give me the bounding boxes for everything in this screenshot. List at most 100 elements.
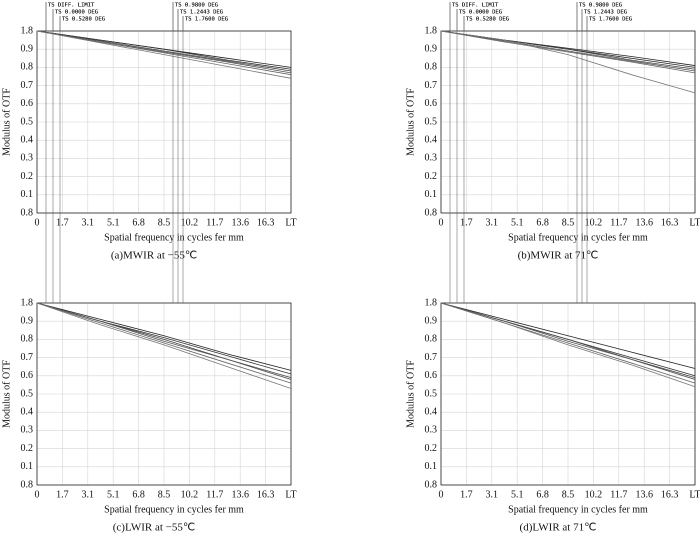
legend-label: TS 1.7600 DEG — [589, 17, 632, 23]
x-tick-label: 5.1 — [511, 217, 524, 228]
legend-label: TS 0.9800 DEG — [579, 3, 622, 9]
x-tick-label: 13.6 — [635, 489, 653, 500]
y-tick-label: 0.8 — [21, 207, 34, 218]
legend-label: TS 0.0000 DEG — [55, 10, 98, 16]
x-tick-label: 3.1 — [82, 217, 95, 228]
y-tick-label: 0.9 — [425, 315, 438, 326]
plot-frame — [36, 30, 292, 214]
y-axis-label: Modulus of OTF — [1, 88, 12, 156]
y-tick-label: 0.7 — [425, 80, 438, 91]
y-tick-label: 1.8 — [425, 297, 438, 308]
y-tick-label: 0.7 — [21, 80, 34, 91]
y-tick-label: 0.4 — [425, 134, 438, 145]
x-tick-label: 1.7 — [460, 489, 473, 500]
y-tick-label: 0.6 — [21, 98, 34, 109]
x-tick-label: 3.1 — [486, 217, 499, 228]
x-tick-label: 10.2 — [181, 217, 199, 228]
series-line — [36, 30, 292, 70]
y-tick-label: 0.9 — [21, 315, 34, 326]
legend-label: TS 0.5280 DEG — [62, 17, 105, 23]
legend-label: TS 1.7600 DEG — [589, 17, 632, 23]
x-tick-label: 11.7 — [610, 489, 627, 500]
y-tick-label: 0.4 — [425, 406, 438, 417]
x-tick-label: 16.3 — [661, 489, 679, 500]
series-line — [36, 30, 292, 76]
x-tick-label: 10.2 — [585, 489, 603, 500]
plot-frame — [440, 30, 696, 214]
legend-label: TS 0.5280 DEG — [466, 17, 509, 23]
y-tick-label: 0.5 — [21, 116, 34, 127]
y-tick-label: 1.8 — [425, 25, 438, 36]
x-tick-label: 6.8 — [536, 217, 549, 228]
series-line — [36, 302, 292, 384]
y-tick-label: 0.9 — [425, 43, 438, 54]
x-tick-label: 10.2 — [585, 217, 603, 228]
y-tick-label: 0.2 — [21, 443, 34, 454]
legend-label: TS 1.7600 DEG — [185, 17, 228, 23]
x-axis-label: Spatial frequency in cycles fer mm — [104, 232, 244, 243]
x-tick-label: 1.7 — [56, 489, 69, 500]
legend-label: TS 0.9800 DEG — [579, 3, 622, 9]
series-line — [440, 30, 696, 74]
y-tick-label: 0.8 — [21, 334, 34, 345]
x-tick-label: 8.5 — [562, 489, 575, 500]
y-tick-label: 0.8 — [425, 62, 438, 73]
legend-label: TS DIFF. LIMIT — [452, 3, 499, 9]
x-tick-label: 0 — [439, 489, 444, 500]
y-tick-label: 0.1 — [425, 461, 438, 472]
series-line — [36, 30, 292, 79]
x-tick-label: 16.3 — [661, 217, 679, 228]
legend-label: TS 0.0000 DEG — [459, 10, 502, 16]
x-tick-label: 5.1 — [107, 489, 120, 500]
series-line — [36, 30, 292, 72]
y-tick-label: 0.4 — [21, 134, 34, 145]
y-tick-label: 0.5 — [425, 388, 438, 399]
x-tick-label: 13.6 — [231, 217, 249, 228]
x-tick-label: 5.1 — [511, 489, 524, 500]
y-axis-label: Modulus of OTF — [1, 360, 12, 428]
y-tick-label: 1.8 — [21, 297, 34, 308]
x-tick-label: 8.5 — [158, 217, 171, 228]
y-tick-label: 0.3 — [21, 153, 34, 164]
series-line — [440, 302, 696, 388]
y-tick-label: 0.1 — [425, 189, 438, 200]
series-line — [36, 302, 292, 380]
caption: (c)LWIR at −55℃ — [113, 522, 196, 534]
y-tick-label: 0.8 — [425, 334, 438, 345]
y-axis-label: Modulus of OTF — [405, 360, 416, 428]
series-line — [440, 30, 696, 94]
legend-label: TS 0.0000 DEG — [55, 10, 98, 16]
y-tick-label: 0.1 — [21, 189, 34, 200]
x-tick-label: 16.3 — [257, 489, 275, 500]
x-tick-label: 11.7 — [610, 217, 627, 228]
plot-frame — [36, 302, 292, 486]
legend-label: TS 0.5280 DEG — [62, 17, 105, 23]
y-tick-label: 0.6 — [425, 98, 438, 109]
y-tick-label: 0.5 — [425, 116, 438, 127]
legend-label: TS 1.2443 DEG — [584, 10, 627, 16]
x-axis-label: Spatial frequency in cycles fer mm — [508, 504, 648, 515]
y-tick-label: 0.3 — [425, 425, 438, 436]
y-tick-label: 0.2 — [21, 171, 34, 182]
x-tick-label: 8.5 — [158, 489, 171, 500]
legend-label: TS 0.9800 DEG — [175, 3, 218, 9]
legend-label: TS 0.0000 DEG — [459, 10, 502, 16]
x-tick-label: 11.7 — [206, 489, 223, 500]
series-line — [36, 302, 292, 371]
x-tick-label: 3.1 — [82, 489, 95, 500]
legend-label: TS 1.2443 DEG — [180, 10, 223, 16]
x-axis-label: Spatial frequency in cycles fer mm — [104, 504, 244, 515]
x-tick-label: 5.1 — [107, 217, 120, 228]
y-axis-label: Modulus of OTF — [405, 88, 416, 156]
caption: (b)MWIR at 71℃ — [518, 250, 599, 262]
y-tick-label: 0.7 — [425, 352, 438, 363]
y-tick-label: 0.4 — [21, 406, 34, 417]
x-tick-label: 8.5 — [562, 217, 575, 228]
y-tick-label: 0.2 — [425, 171, 438, 182]
x-tick-label: 0 — [439, 217, 444, 228]
legend-label: TS 1.7600 DEG — [185, 17, 228, 23]
legend-label: TS 1.2443 DEG — [584, 10, 627, 16]
x-tick-label: 3.1 — [486, 489, 499, 500]
